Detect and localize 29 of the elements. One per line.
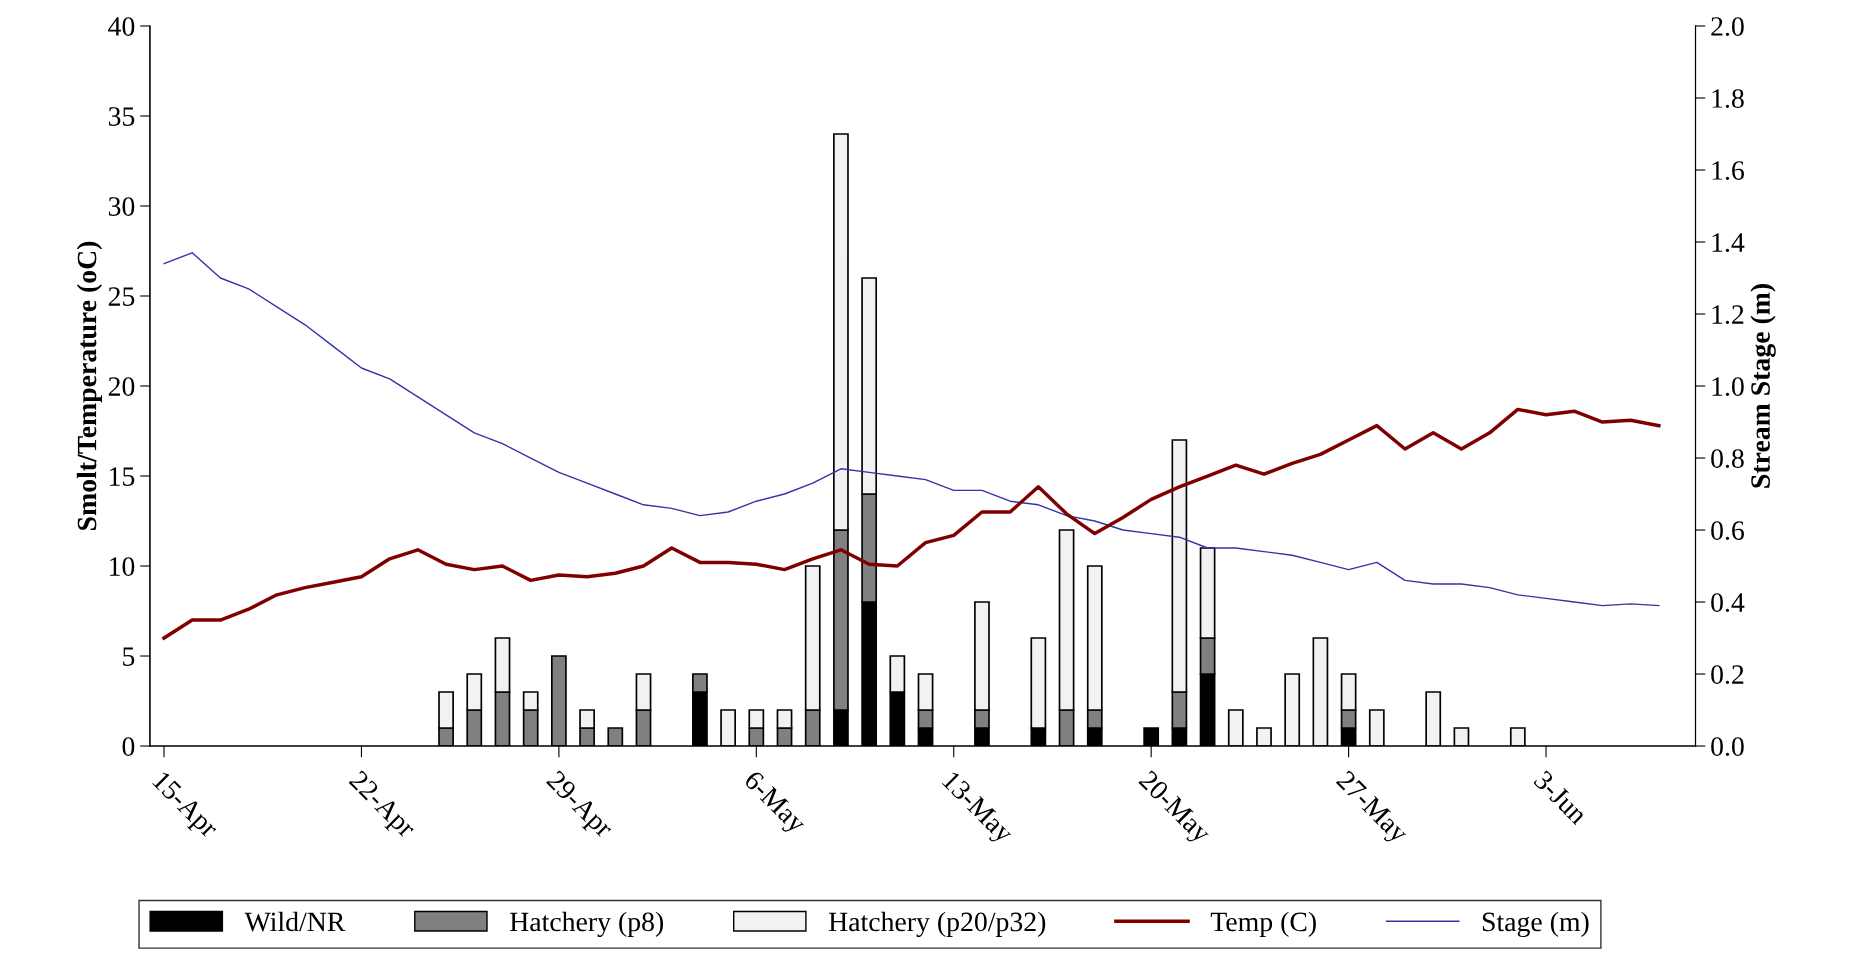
line-series xyxy=(162,407,1661,640)
y-tick-label: 30 xyxy=(108,197,135,216)
legend-label: Stage (m) xyxy=(1482,911,1589,937)
legend-label: Hatchery (p8) xyxy=(510,911,664,937)
legend-label: Temp (C) xyxy=(1210,911,1316,937)
y-tick-label: 10 xyxy=(110,557,135,576)
y-tick-label: 40 xyxy=(108,17,135,36)
y-axis-title: Smolt/Temperature (oC) xyxy=(76,241,103,530)
line-series xyxy=(163,252,1660,607)
y2-tick-label: 0.2 xyxy=(1711,665,1744,685)
y2-tick-label: 1.6 xyxy=(1712,161,1744,181)
legend-label: Hatchery (p20/p32) xyxy=(828,911,1046,937)
y-tick-label: 35 xyxy=(108,107,135,126)
y2-tick-label: 2.0 xyxy=(1711,17,1744,37)
y-tick-label: 25 xyxy=(108,287,135,306)
y2-tick-label: 1.4 xyxy=(1712,233,1745,253)
y2-tick-label: 0.8 xyxy=(1711,449,1744,469)
legend-label: Wild/NR xyxy=(244,911,346,932)
y2-tick-label: 0.0 xyxy=(1711,737,1744,757)
y2-tick-label: 1.0 xyxy=(1712,377,1744,397)
y-tick-label: 15 xyxy=(110,467,135,486)
y2-tick-label: 1.8 xyxy=(1712,89,1744,109)
y2-axis-title: Stream Stage (m) xyxy=(1750,284,1776,488)
y-tick-label: 0 xyxy=(122,737,135,756)
y-tick-label: 5 xyxy=(123,647,135,666)
y2-tick-label: 0.4 xyxy=(1711,593,1745,613)
y2-tick-label: 0.6 xyxy=(1711,521,1744,541)
y2-tick-label: 1.2 xyxy=(1712,305,1744,325)
y-tick-label: 20 xyxy=(108,377,135,396)
